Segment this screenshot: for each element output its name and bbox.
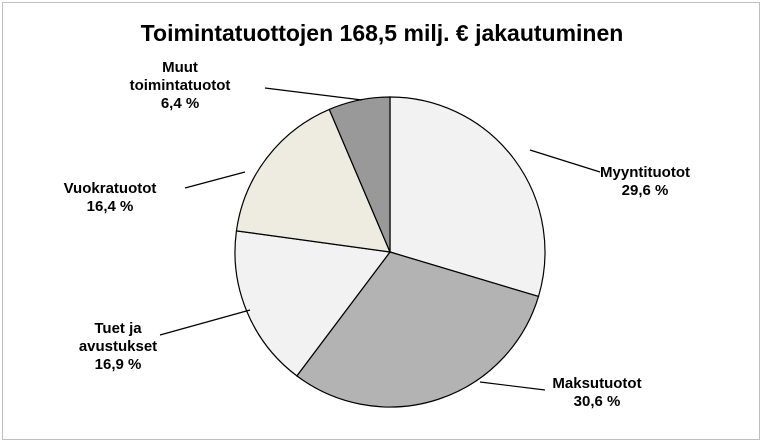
- slice-label: Tuet ja avustukset 16,9 %: [73, 320, 163, 374]
- slice-label: Muut toimintatuotot 6,4 %: [110, 59, 250, 113]
- slice-name: Maksutuotot: [552, 375, 642, 392]
- slice-value: 16,9 %: [94, 356, 142, 373]
- pie-slice: [296, 251, 540, 408]
- leader-line: [264, 87, 363, 101]
- leader-line: [184, 171, 246, 189]
- slice-value: 16,4 %: [86, 198, 134, 215]
- slice-value: 29,6 %: [621, 182, 669, 199]
- slice-value: 6,4 %: [160, 95, 200, 112]
- slice-value: 30,6 %: [573, 393, 621, 410]
- slice-name: Muut toimintatuotot: [129, 59, 231, 94]
- leader-line: [479, 381, 546, 391]
- pie-slice: [234, 230, 392, 377]
- chart-frame: [2, 2, 760, 440]
- chart-title: Toimintatuottojen 168,5 milj. € jakautum…: [140, 20, 624, 46]
- slice-label: Maksutuotot 30,6 %: [552, 375, 641, 411]
- pie-slice: [389, 96, 546, 298]
- slice-name: Vuokratuotot: [63, 180, 157, 197]
- slice-label: Myyntituotot 29,6 %: [600, 164, 690, 200]
- pie-slice: [235, 108, 391, 253]
- slice-name: Tuet ja avustukset: [78, 320, 158, 355]
- leader-line: [159, 309, 251, 336]
- slice-name: Myyntituotot: [600, 164, 690, 181]
- slice-label: Vuokratuotot 16,4 %: [64, 180, 157, 216]
- leader-line: [529, 149, 601, 173]
